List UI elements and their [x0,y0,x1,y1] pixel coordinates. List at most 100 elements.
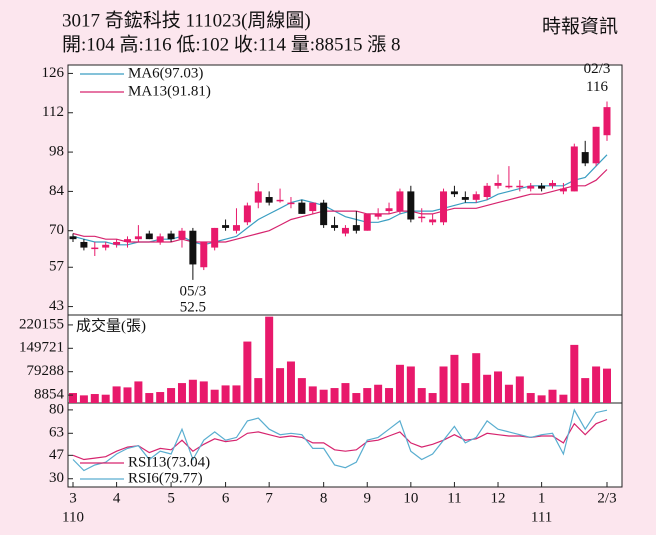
x-tick-label: 4 [113,490,121,506]
volume-bar [221,385,230,403]
volume-bar [385,388,394,403]
candle-body [309,202,317,212]
candle-body [559,188,567,192]
volume-bar [570,344,579,403]
candle-body [222,225,230,228]
candle-body [243,205,251,223]
candle-body [418,216,426,219]
candle-body [276,199,284,202]
volume-bar [297,378,306,403]
x-tick-sublabel: 111 [531,509,552,525]
candle-body [592,126,600,164]
volume-bar [581,378,590,403]
volume-bar [515,376,524,403]
volume-bar [90,394,99,403]
volume-bar [286,361,295,403]
volume-bar [450,354,459,403]
x-tick-label: 8 [320,490,328,506]
volume-bar [439,366,448,403]
candle-body [450,191,458,195]
candle-body [385,208,393,212]
volume-bar [395,364,404,403]
volume-bar [210,389,219,403]
annotation-date: 02/3 [584,61,611,77]
candle-body [352,225,360,231]
candle-body [581,152,589,164]
source: 時報資訊 [542,15,618,37]
candle-body [407,191,415,220]
volume-bar [417,388,426,403]
series-line [72,408,608,472]
candle-body [254,191,262,203]
y-tick-label: 84 [49,183,65,199]
candle-body [603,107,611,136]
volume-bar [406,366,415,403]
volume-bar [559,394,568,403]
volume-bar [494,371,503,403]
volume-bar [352,393,361,403]
candle-body [178,230,186,240]
candle-body [483,185,491,198]
panel-title: 成交量(張) [76,316,146,334]
legend-label: RSI6(79.77) [128,470,203,486]
candle-body [287,202,295,205]
candle-body [429,219,437,223]
y-tick-label: 47 [49,447,65,463]
candle-body [189,230,197,265]
annotation-date: 05/3 [180,283,207,299]
volume-bar [374,384,383,403]
candle-body [320,202,328,226]
y-tick-label: 79288 [27,363,65,379]
legend-label: MA6(97.03) [128,65,203,81]
candle-body [156,236,164,242]
volume-bar [341,383,350,403]
candle-body [461,197,469,200]
volume-bar [472,353,481,403]
volume-bar [232,385,241,403]
candle-body [232,225,240,231]
x-tick-label: 9 [363,490,371,506]
x-tick-label: 2/3 [597,490,616,506]
candle-body [134,236,142,240]
volume-bar [112,386,121,403]
volume-bar [177,383,186,403]
volume-bar [548,389,557,403]
candle-body [331,225,339,228]
y-tick-label: 63 [49,425,64,441]
candle-body [472,194,480,200]
chart-subtitle: 開:104 高:116 低:102 收:114 量:88515 漲 8 [62,33,400,55]
volume-bar [537,395,546,403]
y-tick-label: 126 [42,65,65,81]
y-tick-label: 220155 [19,316,64,332]
legend-label: RSI13(73.04) [128,454,210,470]
x-tick-label: 6 [222,490,230,506]
y-tick-label: 70 [49,222,64,238]
series-line [72,418,608,461]
volume-bar [526,393,535,403]
x-tick-label: 12 [491,490,506,506]
candle-body [363,213,371,231]
annotation-value: 116 [586,79,608,95]
volume-bar [308,386,317,403]
volume-bar [461,383,470,403]
candle-body [440,191,448,223]
candle-body [549,182,557,186]
candle-body [570,146,578,192]
y-tick-label: 149721 [19,340,64,356]
volume-bar [243,341,252,403]
candle-body [123,239,131,242]
candle-body [494,182,502,186]
candle-body [505,185,513,188]
candle-body [396,191,404,212]
volume-bar [167,388,176,403]
candle-body [516,185,524,188]
plot-area [67,64,623,488]
volume-bar [319,389,328,403]
volume-bar [199,381,208,403]
volume-bar [134,381,143,403]
x-tick-label: 3 [69,490,77,506]
candle-body [69,236,77,240]
candle-body [341,227,349,234]
y-tick-label: 57 [49,259,65,275]
